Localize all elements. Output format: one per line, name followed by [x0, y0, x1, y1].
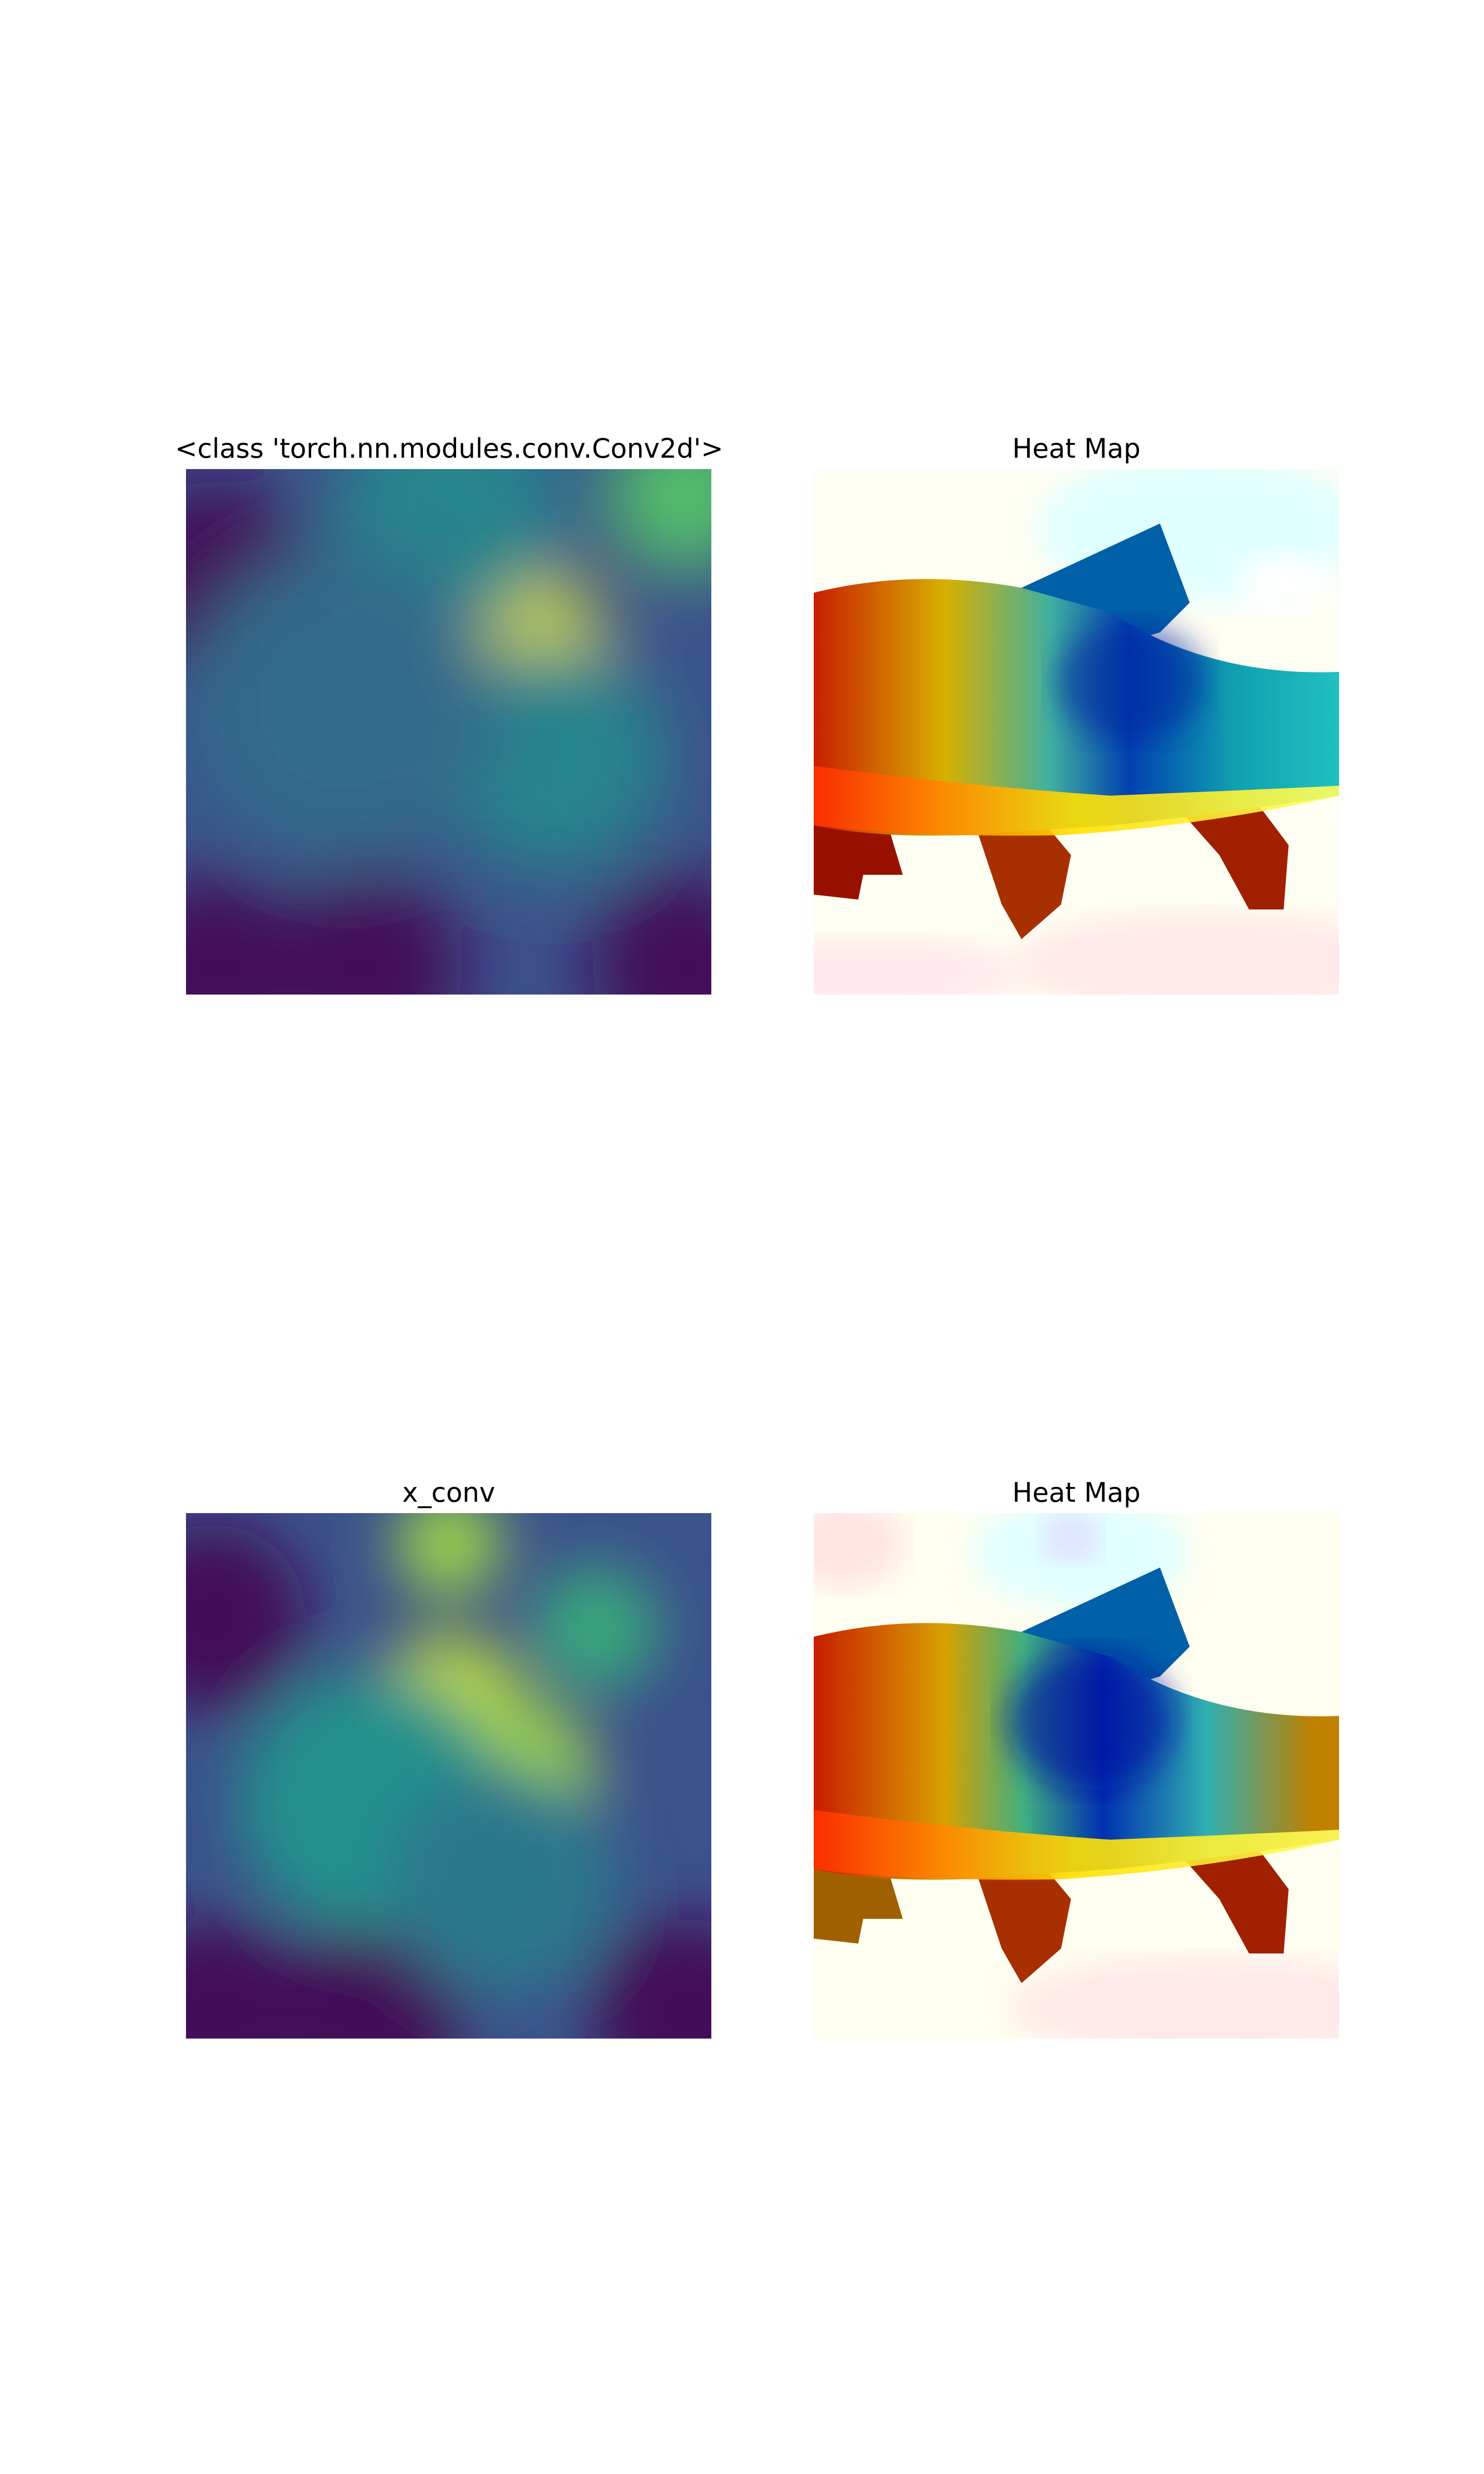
fish-cool-spot	[1007, 1652, 1175, 1790]
overlay-tint-pink	[1012, 1958, 1339, 2039]
fish-dorsal-fin	[1021, 1568, 1190, 1691]
heatmap-low-region	[590, 873, 711, 995]
overlay-tint-violet	[1041, 1513, 1101, 1563]
fish-fin-3	[1180, 806, 1289, 909]
fish-cool-spot	[1056, 622, 1205, 741]
heatmap-low-region	[186, 1523, 307, 1713]
conv2d-heatmap-svg	[186, 469, 711, 995]
heatmap-hotspot	[532, 1566, 659, 1692]
fish-fin-1	[814, 1859, 903, 1944]
conv2d-activation-heatmap	[186, 469, 711, 995]
heatmap-hotspot	[606, 469, 711, 574]
fish-fin-3	[1180, 1850, 1289, 1953]
conv2d-panel-title: <class 'torch.nn.modules.conv.Conv2d'>	[175, 433, 724, 464]
overlay-tint-pink-top	[814, 1513, 903, 1587]
x-conv-panel-title: x_conv	[402, 1477, 495, 1508]
heatmap-top-title: Heat Map	[1012, 433, 1141, 464]
fish-dorsal-fin	[1021, 523, 1190, 647]
fish-overlay-svg-top	[814, 469, 1339, 995]
fish-fin-1	[814, 815, 903, 900]
fish-heatmap-overlay-top	[814, 469, 1339, 995]
fish-belly	[814, 766, 1339, 836]
overlay-tint-white	[1239, 553, 1328, 613]
x-conv-activation-heatmap	[186, 1513, 711, 2039]
fish-belly	[814, 1810, 1339, 1880]
overlay-tint-pink	[1012, 914, 1339, 995]
heatmap-low-region	[590, 1917, 711, 2039]
heatmap-hotspot	[186, 548, 502, 863]
fish-overlay-svg-bottom	[814, 1513, 1339, 2039]
x-conv-heatmap-svg	[186, 1513, 711, 2039]
fish-fin-2	[972, 1859, 1071, 1983]
fish-heatmap-overlay-bottom	[814, 1513, 1339, 2039]
heatmap-bottom-title: Heat Map	[1012, 1477, 1141, 1508]
heatmap-hotspot	[396, 1513, 502, 1597]
fish-fin-2	[972, 815, 1071, 939]
overlay-tint-pink-left	[814, 939, 1021, 995]
heatmap-low-region	[275, 873, 464, 995]
heatmap-hotspot	[385, 1765, 617, 1997]
